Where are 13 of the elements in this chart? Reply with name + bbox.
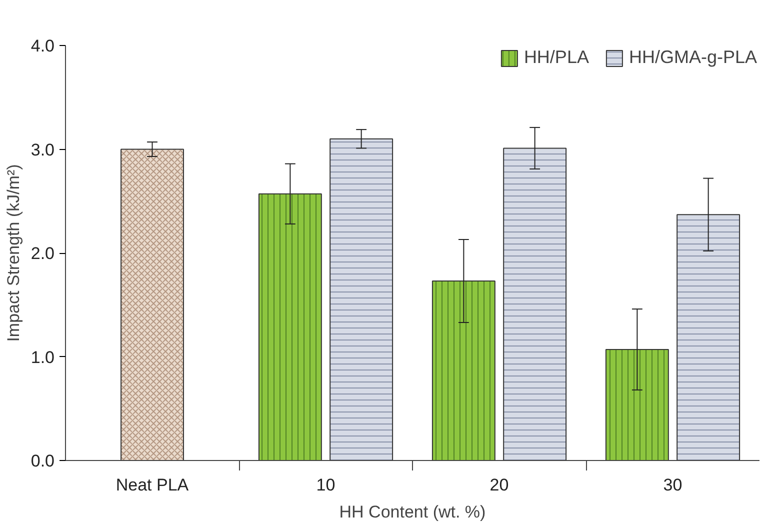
y-tick-label: 4.0 (30, 36, 55, 56)
x-tick-label: Neat PLA (116, 476, 190, 494)
y-tick-label: 3.0 (30, 140, 55, 160)
y-tick-label: 1.0 (30, 348, 55, 367)
y-axis-title: Impact Strength (kJ/m²) (4, 164, 23, 342)
x-tick-label: 10 (316, 476, 336, 494)
legend-label: HH/GMA-g-PLA (628, 47, 757, 68)
x-tick-label: 20 (490, 476, 509, 494)
y-tick-label: 2.0 (30, 244, 55, 263)
x-axis-title: HH Content (wt. %) (339, 502, 486, 522)
y-tick-label: 0.0 (30, 452, 55, 470)
x-tick-label: 30 (663, 476, 682, 494)
legend-label: HH/PLA (524, 47, 589, 68)
